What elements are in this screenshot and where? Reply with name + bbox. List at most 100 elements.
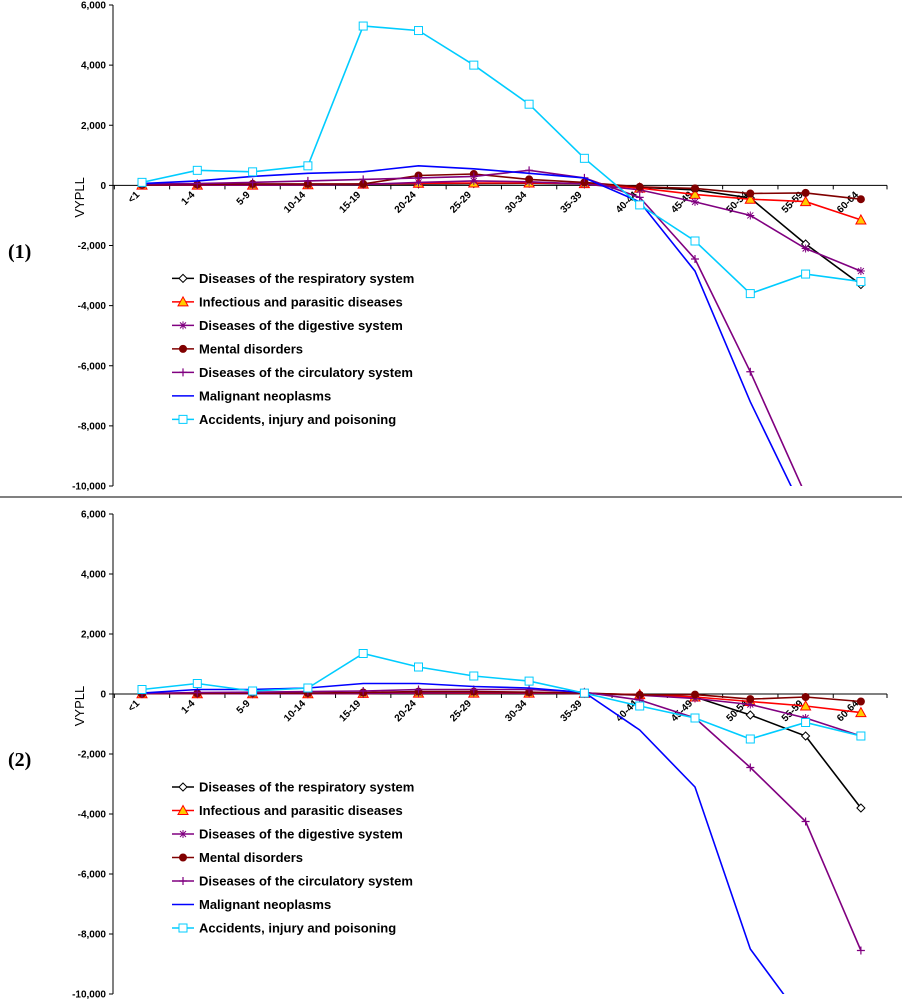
data-point-diseases-of-the-circulatory-system bbox=[469, 172, 478, 181]
y-tick-label: -2,000 bbox=[78, 750, 107, 761]
data-point-mental-disorders bbox=[746, 695, 755, 704]
y-tick-label: -6,000 bbox=[78, 361, 107, 372]
data-point-accidents-injury-and-poisoning bbox=[579, 153, 589, 163]
panel-label: (1) bbox=[8, 241, 31, 263]
legend-marker bbox=[178, 273, 188, 284]
y-tick-label: -4,000 bbox=[78, 810, 107, 821]
y-tick-label: 2,000 bbox=[81, 630, 106, 641]
data-point-diseases-of-the-digestive-system bbox=[691, 197, 699, 206]
x-tick-label: 25-29 bbox=[448, 698, 474, 724]
data-point-infectious-and-parasitic-diseases bbox=[744, 193, 757, 204]
x-tick-label: 15-19 bbox=[337, 698, 363, 724]
legend-label: Mental disorders bbox=[199, 341, 303, 356]
data-point-accidents-injury-and-poisoning bbox=[137, 685, 147, 694]
data-point-accidents-injury-and-poisoning bbox=[856, 731, 866, 741]
data-point-diseases-of-the-circulatory-system bbox=[635, 193, 644, 202]
legend-marker bbox=[177, 295, 189, 307]
series-line-malignant-neoplasms bbox=[141, 164, 792, 486]
legend: Diseases of the respiratory system Infect… bbox=[172, 780, 414, 936]
data-point-accidents-injury-and-poisoning bbox=[801, 718, 811, 727]
series-line-mental-disorders bbox=[141, 690, 861, 703]
data-point-infectious-and-parasitic-diseases bbox=[855, 213, 867, 225]
data-point-diseases-of-the-digestive-system bbox=[469, 176, 478, 185]
y-tick-label: -10,000 bbox=[72, 482, 106, 493]
data-point-mental-disorders bbox=[691, 184, 699, 193]
data-point-diseases-of-the-circulatory-system bbox=[857, 491, 865, 499]
legend-label: Accidents, injury and poisoning bbox=[199, 921, 396, 936]
legend-marker bbox=[178, 782, 188, 792]
x-tick-label: 20-24 bbox=[393, 698, 419, 724]
data-point-accidents-injury-and-poisoning bbox=[303, 161, 313, 171]
x-tick-label: 10-14 bbox=[282, 189, 308, 215]
data-point-accidents-injury-and-poisoning bbox=[635, 701, 645, 711]
data-point-accidents-injury-and-poisoning bbox=[524, 676, 534, 686]
legend: Diseases of the respiratory system Infect… bbox=[172, 271, 414, 427]
data-point-infectious-and-parasitic-diseases bbox=[799, 195, 812, 207]
x-tick-label: 1-4 bbox=[179, 698, 197, 716]
legend-label: Malignant neoplasms bbox=[199, 897, 331, 912]
data-point-diseases-of-the-circulatory-system bbox=[691, 255, 699, 264]
y-tick-label: 2,000 bbox=[81, 121, 106, 132]
plot-area bbox=[136, 21, 867, 499]
series-line-diseases-of-the-digestive-system bbox=[142, 180, 862, 272]
legend-label: Diseases of the respiratory system bbox=[199, 271, 414, 286]
legend-marker bbox=[179, 344, 187, 353]
data-point-infectious-and-parasitic-diseases bbox=[799, 699, 812, 711]
legend-label: Diseases of the circulatory system bbox=[199, 874, 413, 889]
y-tick-label: -10,000 bbox=[72, 990, 106, 1000]
legend-marker bbox=[179, 830, 187, 838]
data-point-diseases-of-the-respiratory-system bbox=[856, 803, 866, 813]
x-tick-label: 35-39 bbox=[559, 189, 585, 215]
data-point-diseases-of-the-digestive-system bbox=[414, 178, 423, 187]
legend-label: Diseases of the digestive system bbox=[199, 827, 403, 842]
data-point-diseases-of-the-circulatory-system bbox=[414, 685, 423, 694]
y-tick-label: -4,000 bbox=[78, 301, 107, 312]
y-tick-label: -6,000 bbox=[78, 870, 107, 881]
data-point-diseases-of-the-respiratory-system bbox=[800, 731, 811, 741]
data-point-accidents-injury-and-poisoning bbox=[358, 21, 368, 31]
data-point-accidents-injury-and-poisoning bbox=[801, 269, 811, 279]
data-point-accidents-injury-and-poisoning bbox=[358, 649, 368, 658]
data-point-diseases-of-the-respiratory-system bbox=[745, 710, 756, 720]
data-point-accidents-injury-and-poisoning bbox=[414, 662, 423, 672]
data-point-mental-disorders bbox=[801, 188, 810, 197]
x-tick-label: 35-39 bbox=[559, 698, 585, 724]
data-point-diseases-of-the-circulatory-system bbox=[359, 175, 368, 184]
legend-label: Diseases of the circulatory system bbox=[199, 365, 413, 380]
legend-marker bbox=[178, 923, 188, 933]
data-point-diseases-of-the-circulatory-system bbox=[248, 178, 257, 187]
data-point-diseases-of-the-digestive-system bbox=[801, 244, 810, 253]
data-point-accidents-injury-and-poisoning bbox=[579, 688, 589, 698]
data-point-diseases-of-the-circulatory-system bbox=[303, 176, 312, 185]
data-point-accidents-injury-and-poisoning bbox=[192, 679, 202, 688]
legend-label: Infectious and parasitic diseases bbox=[199, 294, 403, 309]
legend-marker bbox=[177, 804, 189, 815]
legend-label: Malignant neoplasms bbox=[199, 388, 331, 403]
data-point-accidents-injury-and-poisoning bbox=[524, 99, 534, 109]
y-tick-label: 4,000 bbox=[81, 61, 106, 72]
data-point-accidents-injury-and-poisoning bbox=[745, 289, 755, 299]
data-point-mental-disorders bbox=[801, 693, 810, 701]
data-point-accidents-injury-and-poisoning bbox=[469, 671, 479, 681]
legend-marker bbox=[179, 368, 187, 377]
x-tick-label: 30-34 bbox=[503, 189, 529, 215]
data-point-accidents-injury-and-poisoning bbox=[635, 200, 645, 210]
y-tick-label: 4,000 bbox=[81, 570, 106, 581]
data-point-diseases-of-the-circulatory-system bbox=[746, 367, 755, 376]
data-point-accidents-injury-and-poisoning bbox=[414, 26, 423, 36]
data-point-mental-disorders bbox=[746, 189, 755, 198]
data-point-diseases-of-the-circulatory-system bbox=[359, 687, 368, 695]
x-tick-label: 25-29 bbox=[448, 189, 474, 215]
series-line-mental-disorders bbox=[141, 173, 861, 200]
chart-panel-2: 6,000 4,000 2,000 0 -2,000 -4,000 -6,000 -8,000… bbox=[8, 510, 888, 1000]
series-line-malignant-neoplasms bbox=[141, 682, 785, 994]
series-line-accidents-injury-and-poisoning bbox=[141, 25, 862, 295]
series-line-diseases-of-the-circulatory-system bbox=[141, 169, 803, 486]
y-tick-label: 6,000 bbox=[81, 1, 106, 12]
data-point-accidents-injury-and-poisoning bbox=[469, 60, 479, 70]
data-point-diseases-of-the-circulatory-system bbox=[414, 173, 423, 182]
data-point-mental-disorders bbox=[691, 690, 699, 699]
y-axis-title: VYPLL bbox=[72, 177, 87, 217]
x-tick-label: 20-24 bbox=[393, 189, 419, 215]
